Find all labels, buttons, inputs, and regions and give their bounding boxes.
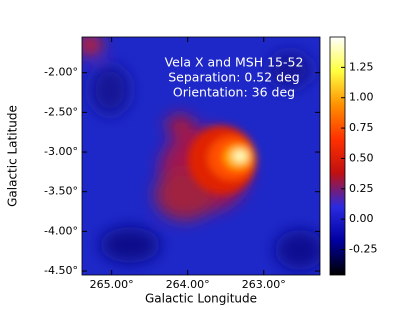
colorbar-tick-label: 0.25 bbox=[349, 182, 374, 195]
y-tick-label: -4.00° bbox=[44, 224, 78, 237]
x-axis-label: Galactic Longitude bbox=[145, 292, 257, 306]
colorbar bbox=[329, 36, 346, 276]
colorbar-tick-label: 1.25 bbox=[349, 60, 374, 73]
y-tick-label: -2.50° bbox=[44, 105, 78, 118]
annotation: Orientation: 36 deg bbox=[173, 85, 295, 100]
colorbar-tick-label: 0.00 bbox=[349, 212, 374, 225]
annotation: Vela X and MSH 15-52 bbox=[165, 55, 304, 70]
y-tick-label: -3.50° bbox=[44, 185, 78, 198]
annotation: Separation: 0.52 deg bbox=[168, 70, 300, 85]
colorbar-tick-label: -0.25 bbox=[349, 243, 377, 256]
y-tick-label: -2.00° bbox=[44, 66, 78, 79]
sky-image bbox=[82, 37, 320, 275]
x-tick-label: 265.00° bbox=[90, 278, 134, 291]
colorbar-tick-label: 1.00 bbox=[349, 91, 374, 104]
x-tick-label: 264.00° bbox=[166, 278, 210, 291]
plot-frame bbox=[81, 36, 321, 276]
x-tick-label: 263.00° bbox=[242, 278, 286, 291]
y-tick-label: -3.00° bbox=[44, 145, 78, 158]
colorbar-tick-label: 0.75 bbox=[349, 121, 374, 134]
y-tick-label: -4.50° bbox=[44, 264, 78, 277]
colorbar-tick-label: 0.50 bbox=[349, 151, 374, 164]
y-axis-label: Galactic Latitude bbox=[6, 105, 20, 207]
